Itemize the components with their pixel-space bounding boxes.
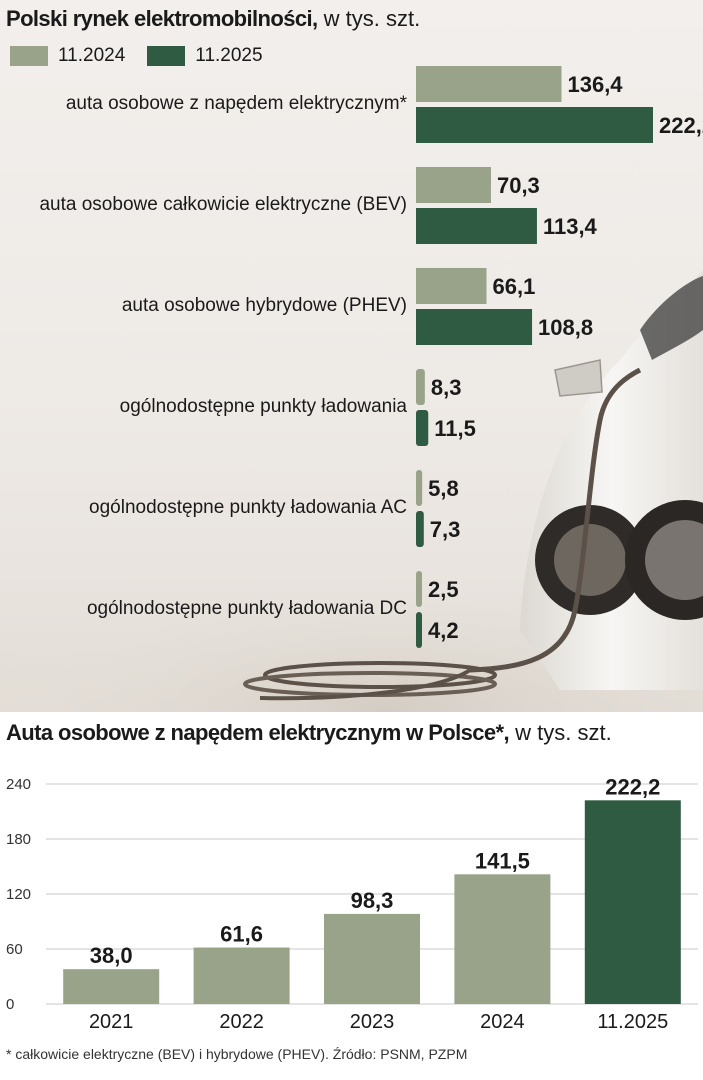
footnote: * całkowicie elektryczne (BEV) i hybrydo… xyxy=(6,1046,468,1062)
y-tick-label: 180 xyxy=(6,831,31,848)
bar-value-label: 70,3 xyxy=(497,173,540,198)
category-label: auta osobowe hybrydowe (PHEV) xyxy=(122,295,407,316)
x-category-label: 2022 xyxy=(219,1011,264,1033)
bar-11-2025 xyxy=(416,309,533,345)
bar-value-label: 4,2 xyxy=(428,618,459,643)
x-category-label: 2023 xyxy=(350,1011,395,1033)
column-bar xyxy=(63,969,160,1004)
bar-value-label: 222,2 xyxy=(659,113,703,138)
bar-value-label: 2,5 xyxy=(428,577,459,602)
column-value-label: 141,5 xyxy=(475,848,530,873)
legend-label-2025: 11.2025 xyxy=(195,45,263,66)
column-bar xyxy=(193,947,290,1004)
bar-value-label: 66,1 xyxy=(493,274,536,299)
legend-swatch-2025 xyxy=(147,46,186,66)
bar-value-label: 11,5 xyxy=(434,416,476,441)
bar-11-2024 xyxy=(416,369,425,405)
column-value-label: 38,0 xyxy=(90,943,133,968)
bar-11-2024 xyxy=(416,66,562,102)
bar-value-label: 8,3 xyxy=(431,375,462,400)
bar-11-2024 xyxy=(416,167,491,203)
column-chart: 0 60 120 180 240 38,0 2021 61,6 2022 98,3 2023 141,… xyxy=(6,774,698,1033)
column-value-label: 61,6 xyxy=(220,922,263,947)
bar-11-2025 xyxy=(416,511,424,547)
y-tick-label: 240 xyxy=(6,776,31,793)
category-label: ogólnodostępne punkty ładowania DC xyxy=(87,598,407,619)
bar-11-2024 xyxy=(416,470,423,506)
legend: 11.2024 11.2025 xyxy=(10,45,285,67)
bar-value-label: 113,4 xyxy=(543,214,598,239)
bar-11-2024 xyxy=(416,571,422,607)
x-category-label: 2024 xyxy=(480,1011,525,1033)
bar-value-label: 5,8 xyxy=(428,476,459,501)
bar-11-2025 xyxy=(416,107,653,143)
column-value-label: 222,2 xyxy=(605,774,660,799)
bar-11-2025 xyxy=(416,208,537,244)
bar-11-2025 xyxy=(416,410,429,446)
legend-swatch-2024 xyxy=(10,46,48,66)
bar-value-label: 108,8 xyxy=(538,315,593,340)
bar-11-2025 xyxy=(416,612,422,648)
category-label: ogólnodostępne punkty ładowania AC xyxy=(89,497,407,518)
category-label: ogólnodostępne punkty ładowania xyxy=(120,396,408,417)
y-tick-label: 0 xyxy=(6,996,14,1013)
column-chart-title-main: Auta osobowe z napędem elektrycznym w Po… xyxy=(6,720,510,745)
bar-value-label: 7,3 xyxy=(430,517,461,542)
column-chart-title: Auta osobowe z napędem elektrycznym w Po… xyxy=(6,720,612,746)
y-tick-label: 60 xyxy=(6,941,23,958)
column-chart-title-unit: w tys. szt. xyxy=(515,720,612,745)
y-tick-label: 120 xyxy=(6,886,31,903)
column-bar xyxy=(454,874,551,1004)
column-bar xyxy=(584,800,681,1004)
car-illustration xyxy=(0,270,703,712)
infographic-title: Polski rynek elektromobilności, w tys. s… xyxy=(6,6,420,32)
x-category-label: 11.2025 xyxy=(597,1011,668,1033)
infographic-title-unit: w tys. szt. xyxy=(323,6,421,31)
bar-11-2024 xyxy=(416,268,487,304)
top-panel: Polski rynek elektromobilności, w tys. s… xyxy=(0,0,703,712)
horizontal-bar-chart: auta osobowe z napędem elektrycznym* 136,… xyxy=(39,66,703,648)
legend-label-2024: 11.2024 xyxy=(58,45,126,66)
bar-value-label: 136,4 xyxy=(567,72,623,97)
infographic-title-main: Polski rynek elektromobilności, xyxy=(6,6,318,31)
category-label: auta osobowe z napędem elektrycznym* xyxy=(66,93,408,114)
category-label: auta osobowe całkowicie elektryczne (BEV… xyxy=(39,194,407,215)
column-bar xyxy=(324,913,420,1004)
column-value-label: 98,3 xyxy=(351,888,394,913)
x-category-label: 2021 xyxy=(89,1011,134,1033)
